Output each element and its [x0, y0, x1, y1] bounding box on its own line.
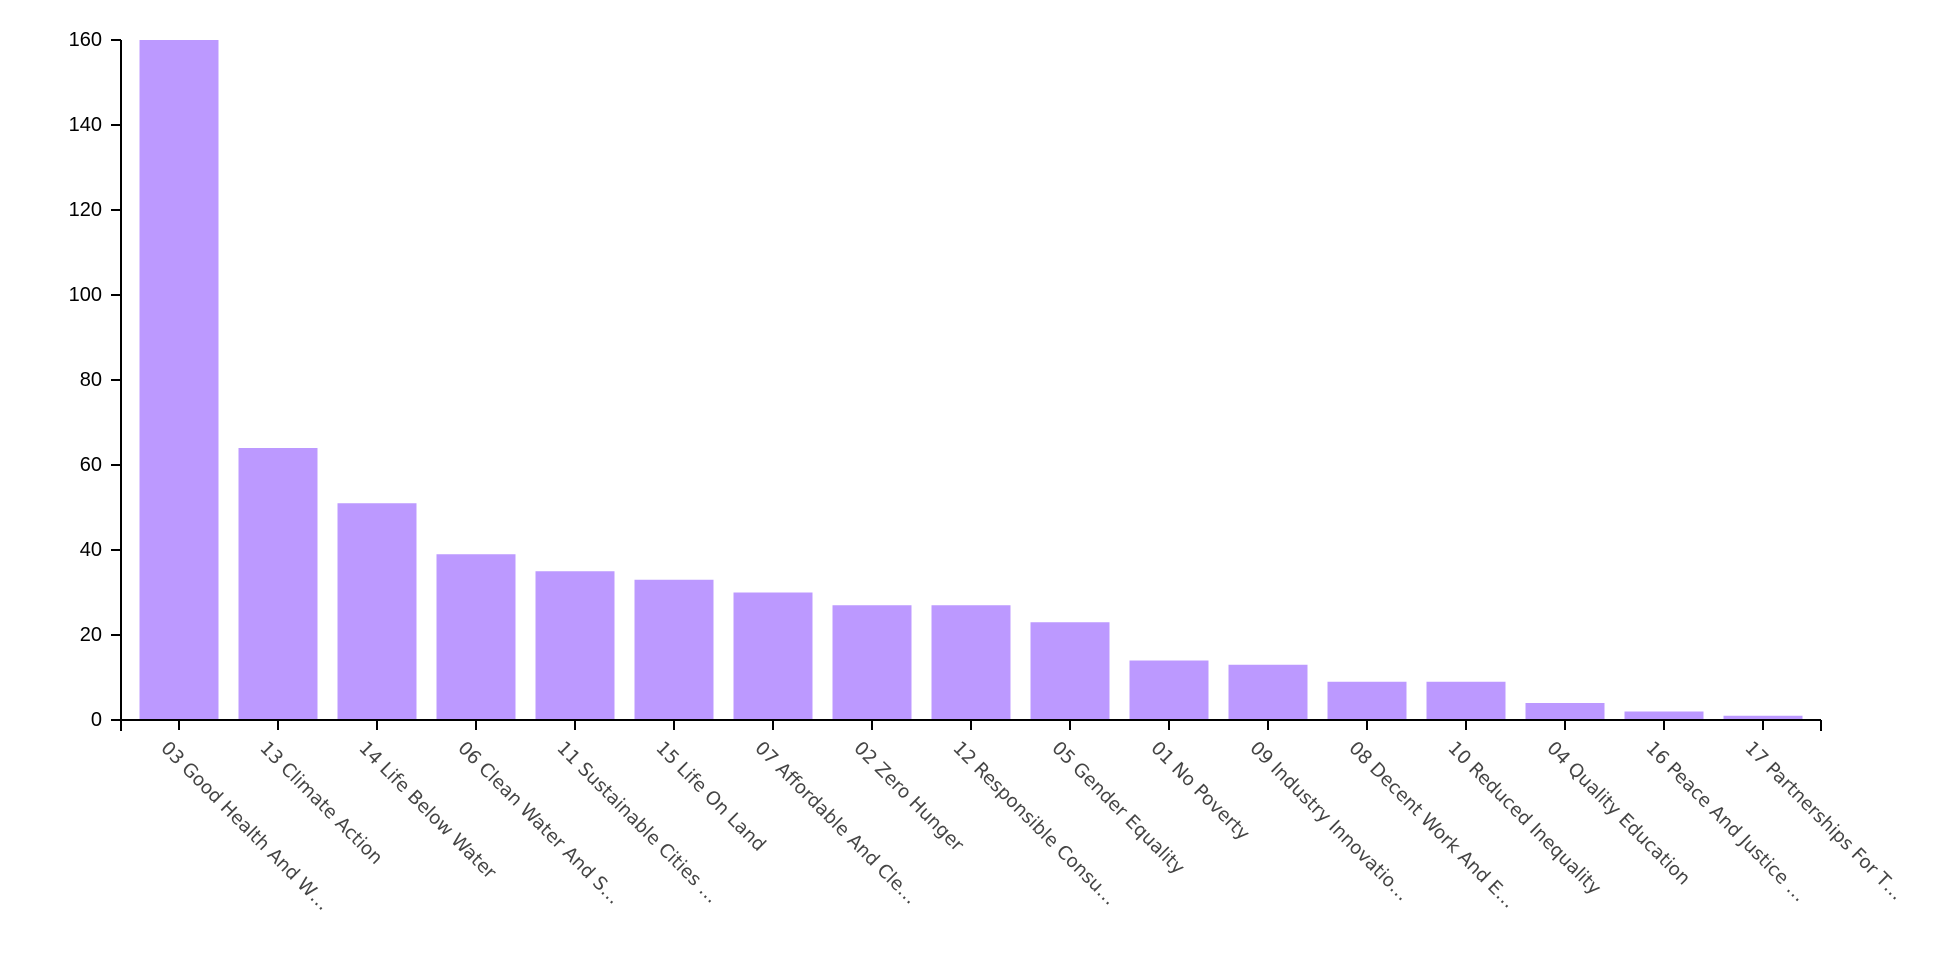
bar [1525, 703, 1605, 720]
y-tick-label: 20 [80, 624, 102, 646]
x-tick-label: 06 Clean Water And S… [453, 738, 624, 909]
y-axis: 0 20 40 60 80 100 120 140 160 [69, 29, 122, 731]
bar [535, 571, 615, 720]
bar [931, 605, 1011, 720]
y-tick-label: 80 [80, 369, 102, 391]
bar [139, 40, 219, 720]
y-tick-label: 60 [80, 454, 102, 476]
y-tick-label: 120 [69, 199, 102, 221]
x-tick-label: 07 Affordable And Cle… [750, 738, 921, 909]
bar [1426, 681, 1506, 720]
bar [238, 448, 318, 720]
y-tick-label: 160 [69, 29, 102, 51]
bar [634, 579, 714, 720]
y-tick-label: 100 [69, 284, 102, 306]
x-tick-label: 09 Industry Innovatio… [1245, 738, 1413, 906]
x-axis: 03 Good Health And W…13 Climate Action14… [120, 719, 1907, 915]
x-tick-label: 17 Partnerships For T… [1740, 738, 1907, 905]
bar [1129, 660, 1209, 720]
bar [1030, 622, 1110, 720]
x-tick-label: 12 Responsible Consu… [948, 738, 1120, 910]
x-tick-label: 03 Good Health And W… [156, 738, 333, 915]
bar [1327, 681, 1407, 720]
y-tick-label: 140 [69, 114, 102, 136]
x-tick-label: 01 No Poverty [1146, 738, 1253, 845]
x-tick-label: 11 Sustainable Cities … [552, 738, 722, 908]
y-tick-label: 0 [91, 709, 102, 731]
bar [1723, 715, 1803, 720]
bar [832, 605, 912, 720]
bar [1624, 711, 1704, 720]
x-tick-label: 08 Decent Work And E… [1344, 738, 1519, 913]
bar [436, 554, 516, 720]
bar [337, 503, 417, 720]
y-tick-label: 40 [80, 539, 102, 561]
bars-group [139, 40, 1803, 720]
bar [1228, 664, 1308, 720]
x-tick-label: 15 Life On Land [651, 738, 769, 856]
x-tick-label: 16 Peace And Justice … [1641, 738, 1809, 906]
bar [733, 592, 813, 720]
